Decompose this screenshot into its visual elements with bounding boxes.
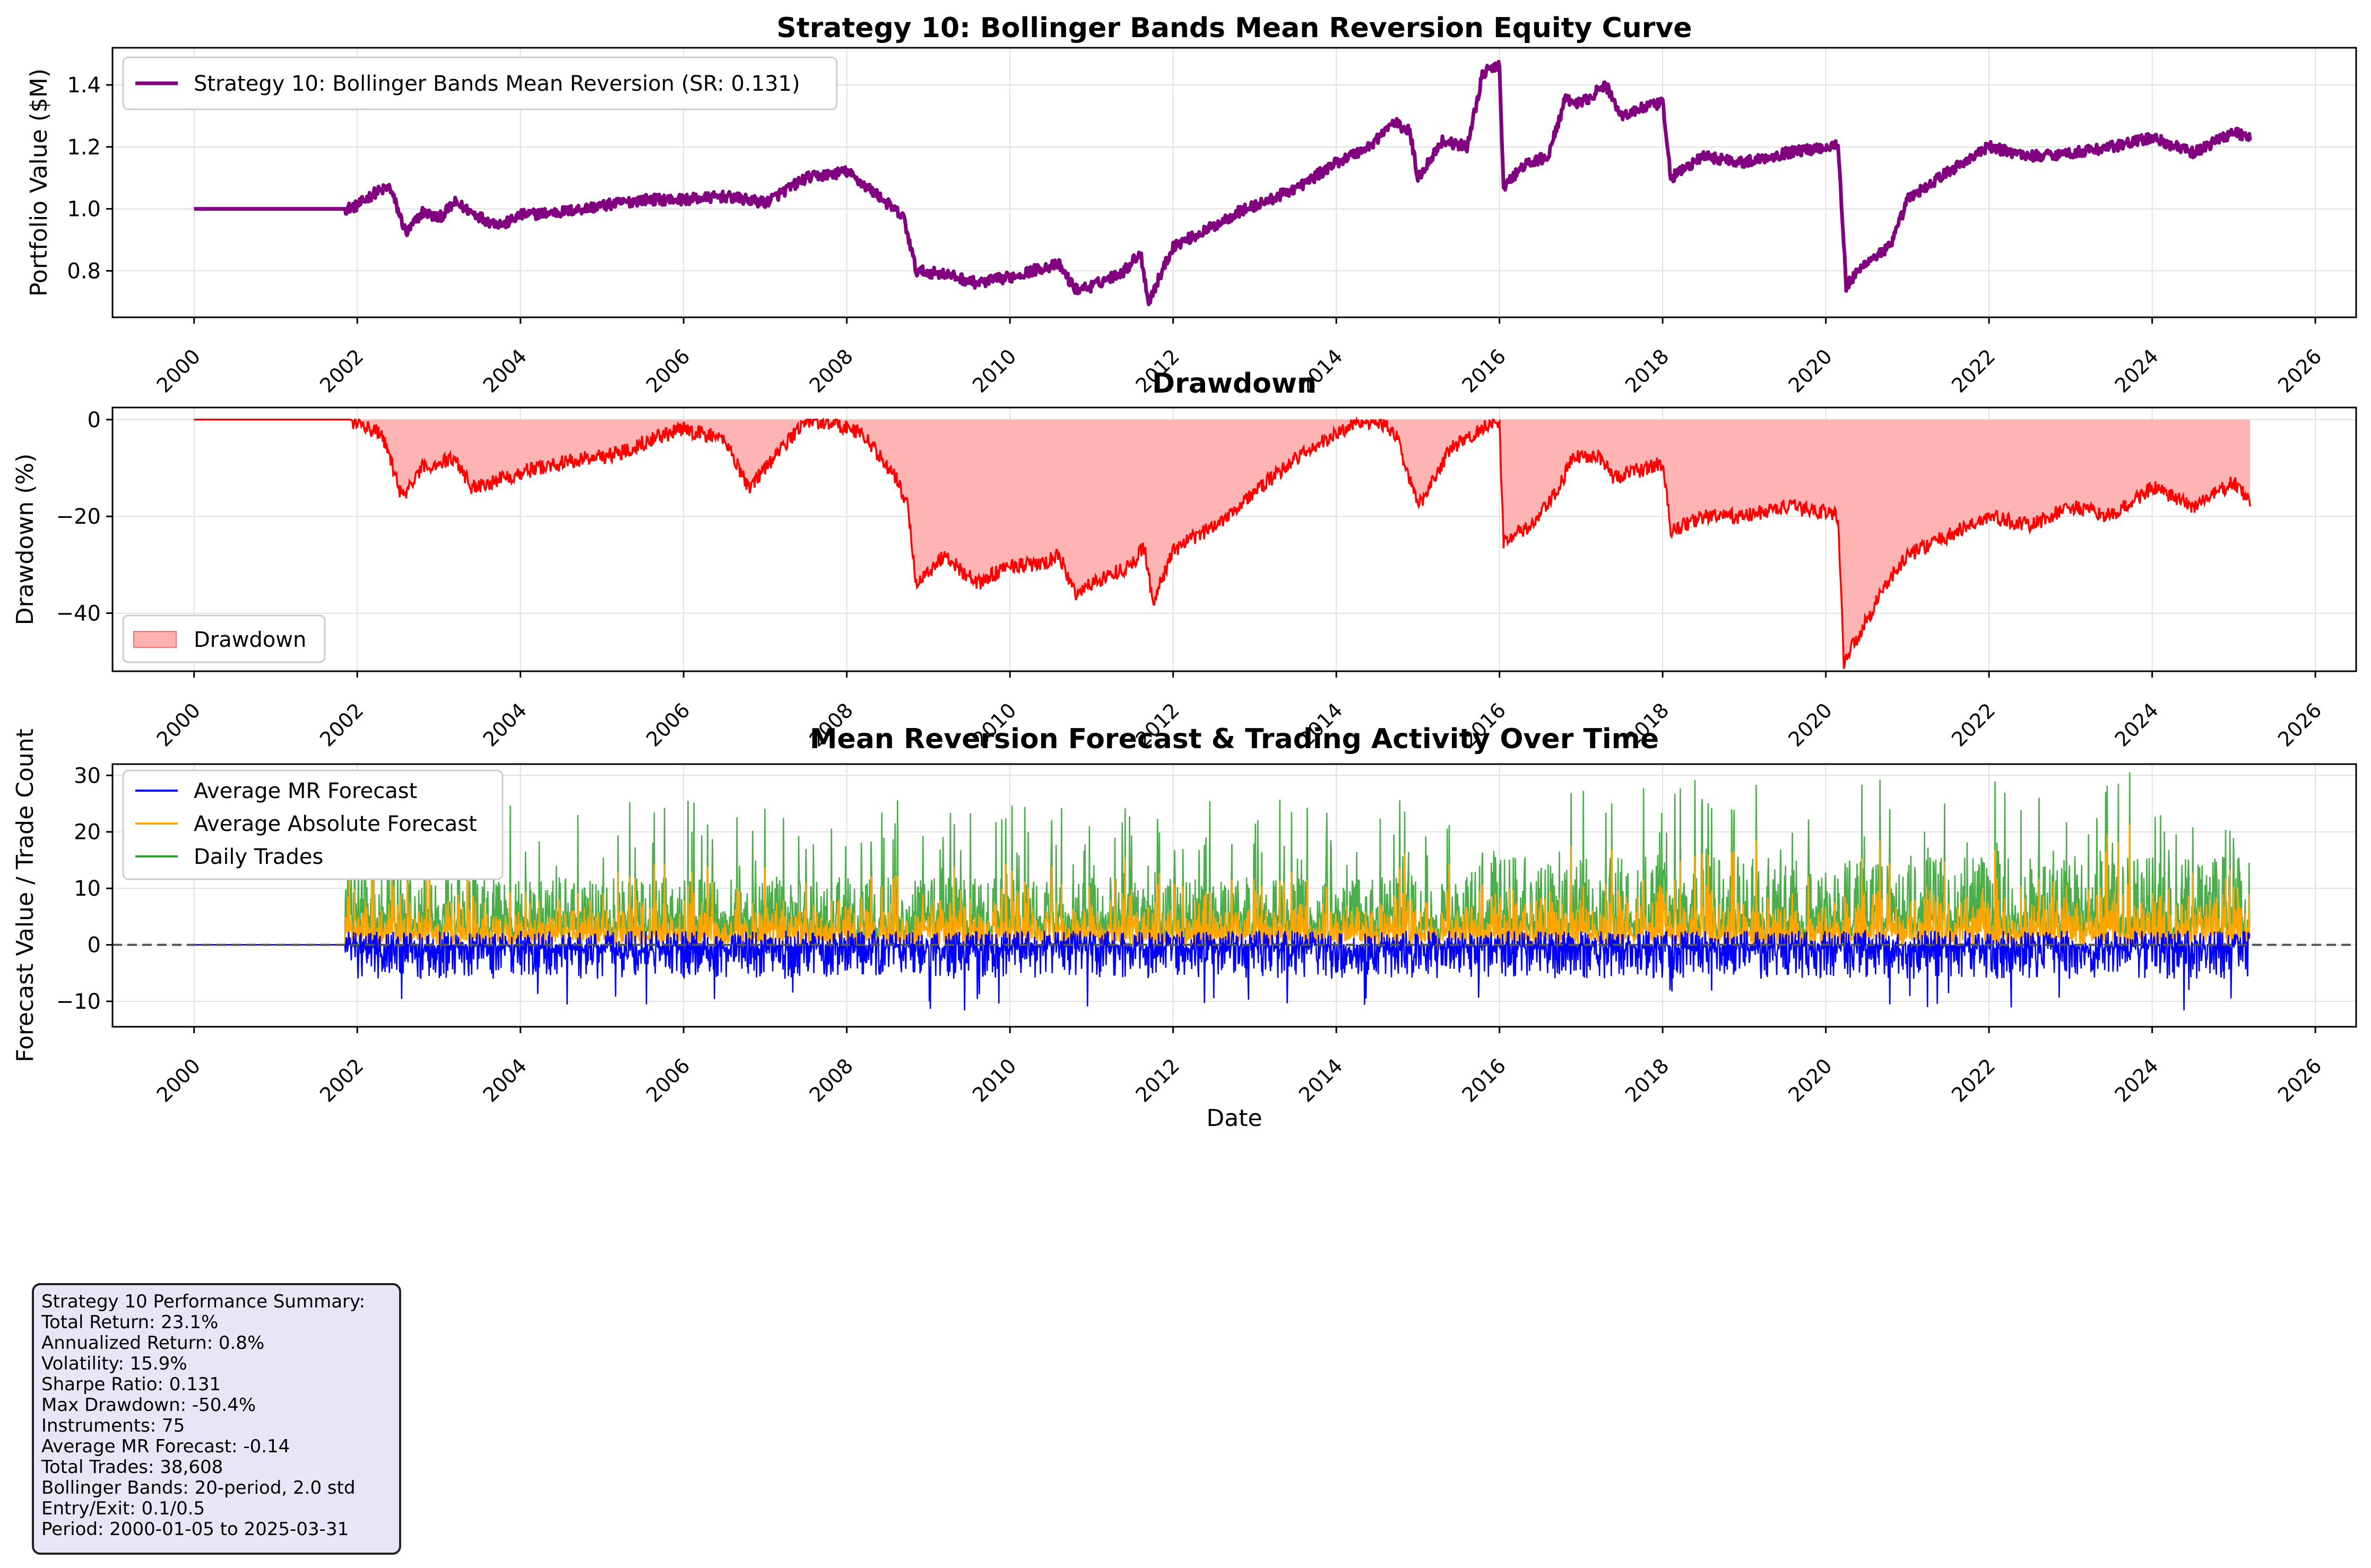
summary-line: Bollinger Bands: 20-period, 2.0 std (41, 1477, 356, 1498)
forecast-activity-panel: 2000 2002 2004 2006 2008 2010 2012 2014 2016 2018… (12, 723, 2357, 1132)
x-tick-label: 2024 (2110, 698, 2163, 751)
legend-box (122, 56, 838, 110)
summary-line: Entry/Exit: 0.1/0.5 (41, 1498, 205, 1519)
x-tick-label: 2026 (2273, 698, 2326, 751)
summary-line: Sharpe Ratio: 0.131 (41, 1374, 221, 1395)
x-tick-label: 2026 (2273, 344, 2326, 397)
summary-line: Instruments: 75 (41, 1415, 185, 1436)
summary-line: Period: 2000-01-05 to 2025-03-31 (41, 1519, 349, 1540)
y-axis-label: Forecast Value / Trade Count (12, 729, 39, 1062)
x-tick-label: 2022 (1947, 698, 2000, 751)
x-tick-label: 2004 (479, 1054, 532, 1107)
y-tick-label: 1.4 (67, 73, 101, 98)
legend-label: Daily Trades (194, 845, 323, 869)
x-tick-label: 2016 (1458, 1054, 1511, 1107)
legend-label: Average Absolute Forecast (194, 812, 477, 836)
x-tick-label: 2024 (2110, 344, 2163, 397)
y-tick-label: 30 (74, 764, 101, 788)
summary-line: Total Trades: 38,608 (41, 1457, 223, 1478)
y-axis-label: Drawdown (%) (12, 454, 39, 626)
x-tick-label: 2000 (152, 344, 205, 397)
chart-title: Strategy 10: Bollinger Bands Mean Revers… (776, 12, 1692, 44)
x-tick-label: 2000 (152, 1054, 205, 1107)
plot-area (194, 415, 2251, 669)
summary-line: Volatility: 15.9% (41, 1353, 187, 1374)
x-tick-label: 2008 (805, 1054, 858, 1107)
y-tick-label: 10 (74, 877, 101, 901)
drawdown-line (194, 415, 2251, 669)
legend-label: Strategy 10: Bollinger Bands Mean Revers… (194, 72, 800, 96)
x-axis-label: Date (1206, 1105, 1262, 1132)
summary-line: Max Drawdown: -50.4% (41, 1394, 256, 1416)
chart-title: Drawdown (1152, 368, 1317, 400)
summary-line: Total Return: 23.1% (41, 1312, 219, 1333)
y-tick-label: −40 (56, 602, 101, 626)
plot-area (113, 772, 2356, 1011)
abs-forecast-line (194, 824, 2251, 948)
summary-line: Annualized Return: 0.8% (41, 1332, 265, 1354)
y-tick-label: 0 (88, 408, 101, 432)
legend-label: Drawdown (194, 628, 306, 652)
legend-box (122, 614, 326, 663)
x-tick-label: 2026 (2273, 1054, 2326, 1107)
x-tick-label: 2006 (642, 698, 695, 751)
legend-label: Average MR Forecast (194, 779, 417, 803)
x-tick-label: 2022 (1947, 1054, 2000, 1107)
x-tick-label: 2024 (2110, 1054, 2163, 1107)
x-tick-label: 2020 (1784, 344, 1837, 397)
drawdown-panel: 2000 2002 2004 2006 2008 2010 2012 2014 2016 2018… (12, 368, 2357, 751)
x-tick-label: 2020 (1784, 1054, 1837, 1107)
x-tick-label: 2010 (968, 344, 1021, 397)
x-tick-label: 2004 (479, 344, 532, 397)
x-tick-label: 2014 (1294, 1054, 1347, 1107)
legend: Average MR Forecast Average Absolute Fore… (122, 769, 504, 880)
legend-swatch (133, 631, 177, 648)
legend: Strategy 10: Bollinger Bands Mean Revers… (122, 56, 838, 110)
x-tick-label: 2002 (315, 698, 368, 751)
legend: Drawdown (122, 614, 326, 663)
performance-summary-box: Strategy 10 Performance Summary: Total R… (32, 1283, 401, 1555)
summary-line: Average MR Forecast: -0.14 (41, 1436, 290, 1457)
x-tick-label: 2002 (315, 1054, 368, 1107)
y-tick-label: −20 (56, 505, 101, 529)
axes-frame (111, 47, 2357, 318)
x-tick-label: 2012 (1131, 1054, 1184, 1107)
y-tick-label: 20 (74, 820, 101, 845)
y-tick-label: 0 (88, 933, 101, 958)
x-tick-label: 2006 (642, 344, 695, 397)
x-tick-label: 2000 (152, 698, 205, 751)
y-tick-label: 1.2 (67, 135, 101, 160)
axes-frame (111, 406, 2357, 672)
summary-line: Strategy 10 Performance Summary: (41, 1291, 366, 1312)
x-tick-label: 2006 (642, 1054, 695, 1107)
x-tick-label: 2020 (1784, 698, 1837, 751)
x-tick-label: 2022 (1947, 344, 2000, 397)
y-tick-label: 1.0 (67, 197, 101, 222)
plot-area (193, 59, 2252, 306)
legend-box (122, 769, 504, 880)
axes-frame (111, 763, 2357, 1028)
x-tick-label: 2010 (968, 1054, 1021, 1107)
equity-line (193, 59, 2252, 306)
x-tick-label: 2016 (1458, 344, 1511, 397)
y-tick-label: 0.8 (67, 259, 101, 283)
x-tick-label: 2002 (315, 344, 368, 397)
x-tick-label: 2008 (805, 344, 858, 397)
drawdown-area (194, 419, 2251, 669)
chart-title: Mean Reversion Forecast & Trading Activi… (810, 723, 1659, 755)
x-tick-label: 2018 (1621, 344, 1674, 397)
y-axis-label: Portfolio Value ($M) (25, 68, 53, 297)
x-tick-label: 2004 (479, 698, 532, 751)
mr-forecast-line (194, 928, 2251, 1011)
y-tick-label: −10 (56, 990, 101, 1014)
equity-curve-panel: 2000 2002 2004 2006 2008 2010 2012 2014 2016 2018… (25, 12, 2357, 397)
x-tick-label: 2018 (1621, 1054, 1674, 1107)
